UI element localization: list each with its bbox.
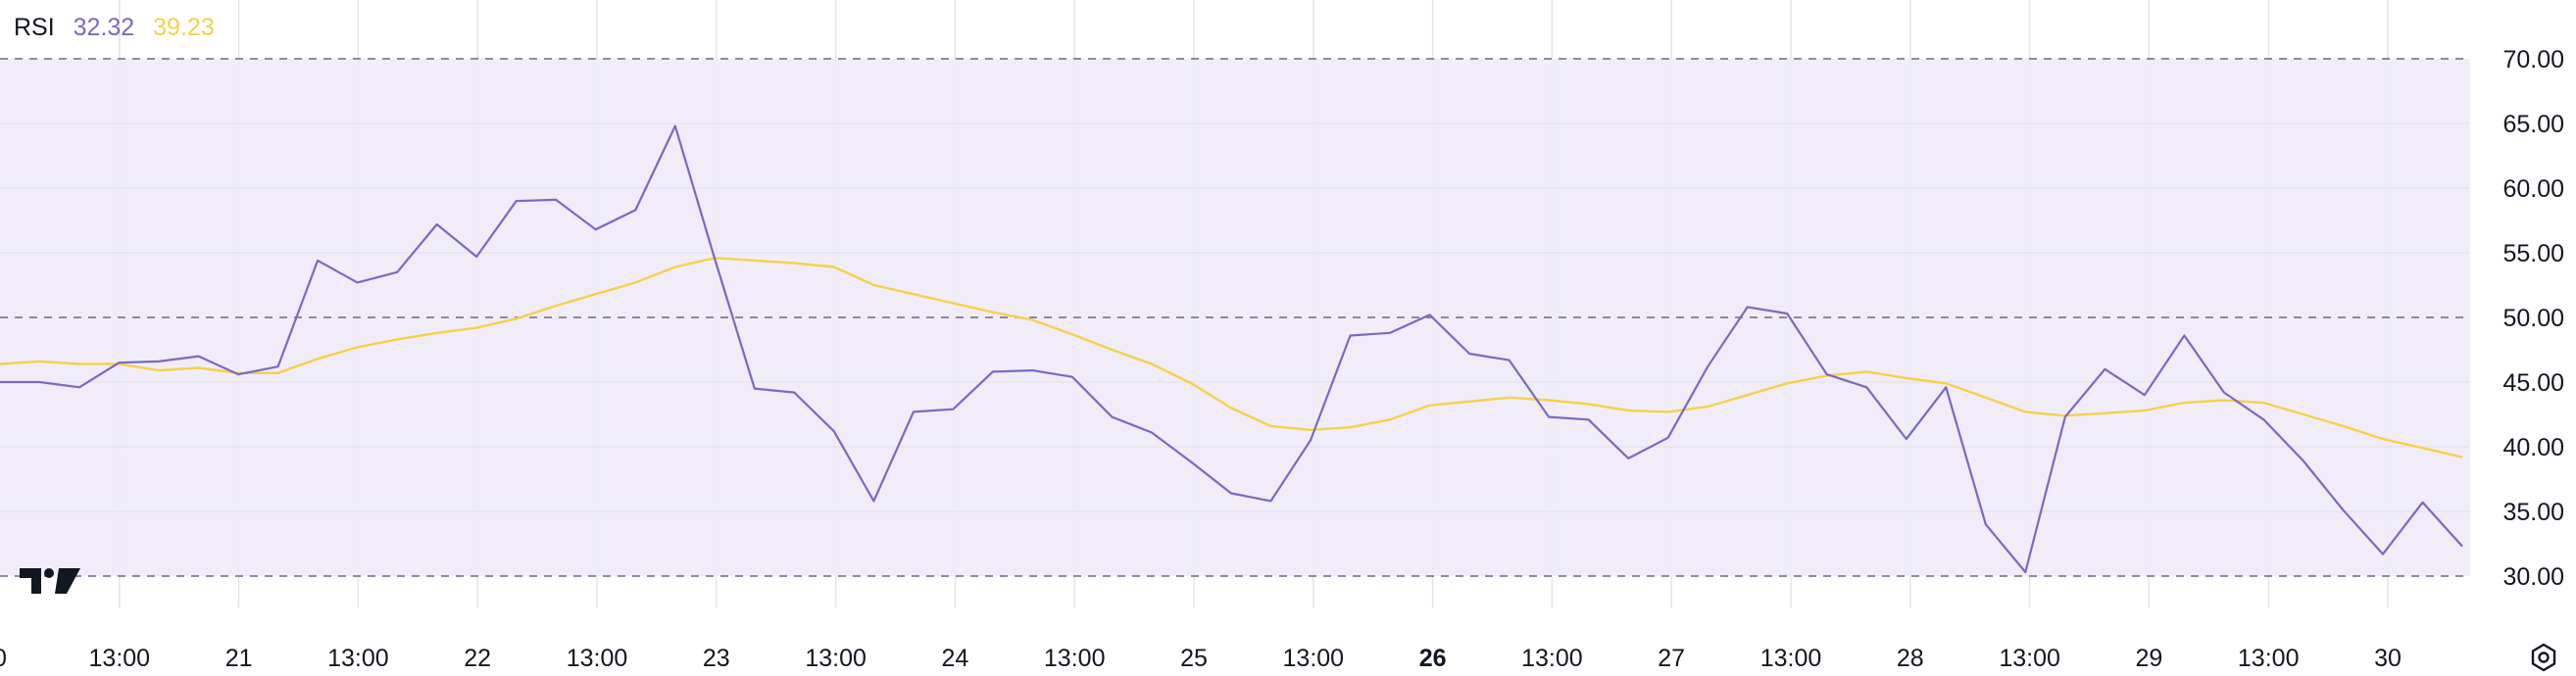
x-tick-label: 23 (703, 645, 730, 672)
x-tick-label: 22 (464, 645, 491, 672)
y-tick-label: 35.00 (2502, 499, 2564, 526)
x-tick-label: 0 (0, 645, 7, 672)
x-tick-label: 24 (941, 645, 968, 672)
x-tick-label: 28 (1897, 645, 1924, 672)
rsi-current-value: 32.32 (73, 14, 135, 41)
y-axis: 70.00 65.00 60.00 55.00 50.00 45.00 40.00 35.00… (2502, 46, 2564, 591)
x-tick-label: 13:00 (1999, 645, 2060, 672)
x-tick-label: 25 (1180, 645, 1208, 672)
x-tick-label: 13:00 (327, 645, 389, 672)
x-tick-label: 26 (1419, 645, 1447, 672)
indicator-name: RSI (14, 14, 55, 41)
y-tick-label: 50.00 (2502, 305, 2564, 332)
x-tick-label: 21 (225, 645, 253, 672)
settings-gear-icon[interactable] (2529, 643, 2558, 672)
x-tick-label: 13:00 (1521, 645, 1583, 672)
y-tick-label: 40.00 (2502, 434, 2564, 461)
x-tick-label: 29 (2135, 645, 2162, 672)
y-tick-label: 55.00 (2502, 240, 2564, 267)
x-tick-label: 13:00 (1044, 645, 1106, 672)
y-tick-label: 45.00 (2502, 369, 2564, 397)
x-tick-label: 13:00 (567, 645, 628, 672)
indicator-legend: RSI 32.32 39.23 (14, 14, 226, 42)
y-tick-label: 60.00 (2502, 175, 2564, 203)
y-tick-label: 30.00 (2502, 563, 2564, 591)
x-axis: 0 13:00 21 13:00 22 13:00 23 13:00 24 13:00 25 13:0… (0, 645, 2402, 672)
ma-current-value: 39.23 (153, 14, 215, 41)
rsi-series-line (0, 124, 2463, 574)
ma-series-line (0, 257, 2463, 459)
x-tick-label: 13:00 (2238, 645, 2300, 672)
y-tick-label: 70.00 (2502, 46, 2564, 73)
x-tick-label: 13:00 (1283, 645, 1345, 672)
x-tick-label: 30 (2374, 645, 2402, 672)
x-tick-label: 13:00 (1760, 645, 1822, 672)
x-tick-label: 13:00 (805, 645, 867, 672)
x-tick-label: 13:00 (89, 645, 151, 672)
x-tick-label: 27 (1658, 645, 1685, 672)
tradingview-logo-icon[interactable] (20, 566, 82, 598)
y-tick-label: 65.00 (2502, 111, 2564, 138)
series-lines (0, 124, 2463, 574)
horizontal-gridlines (0, 58, 2470, 577)
